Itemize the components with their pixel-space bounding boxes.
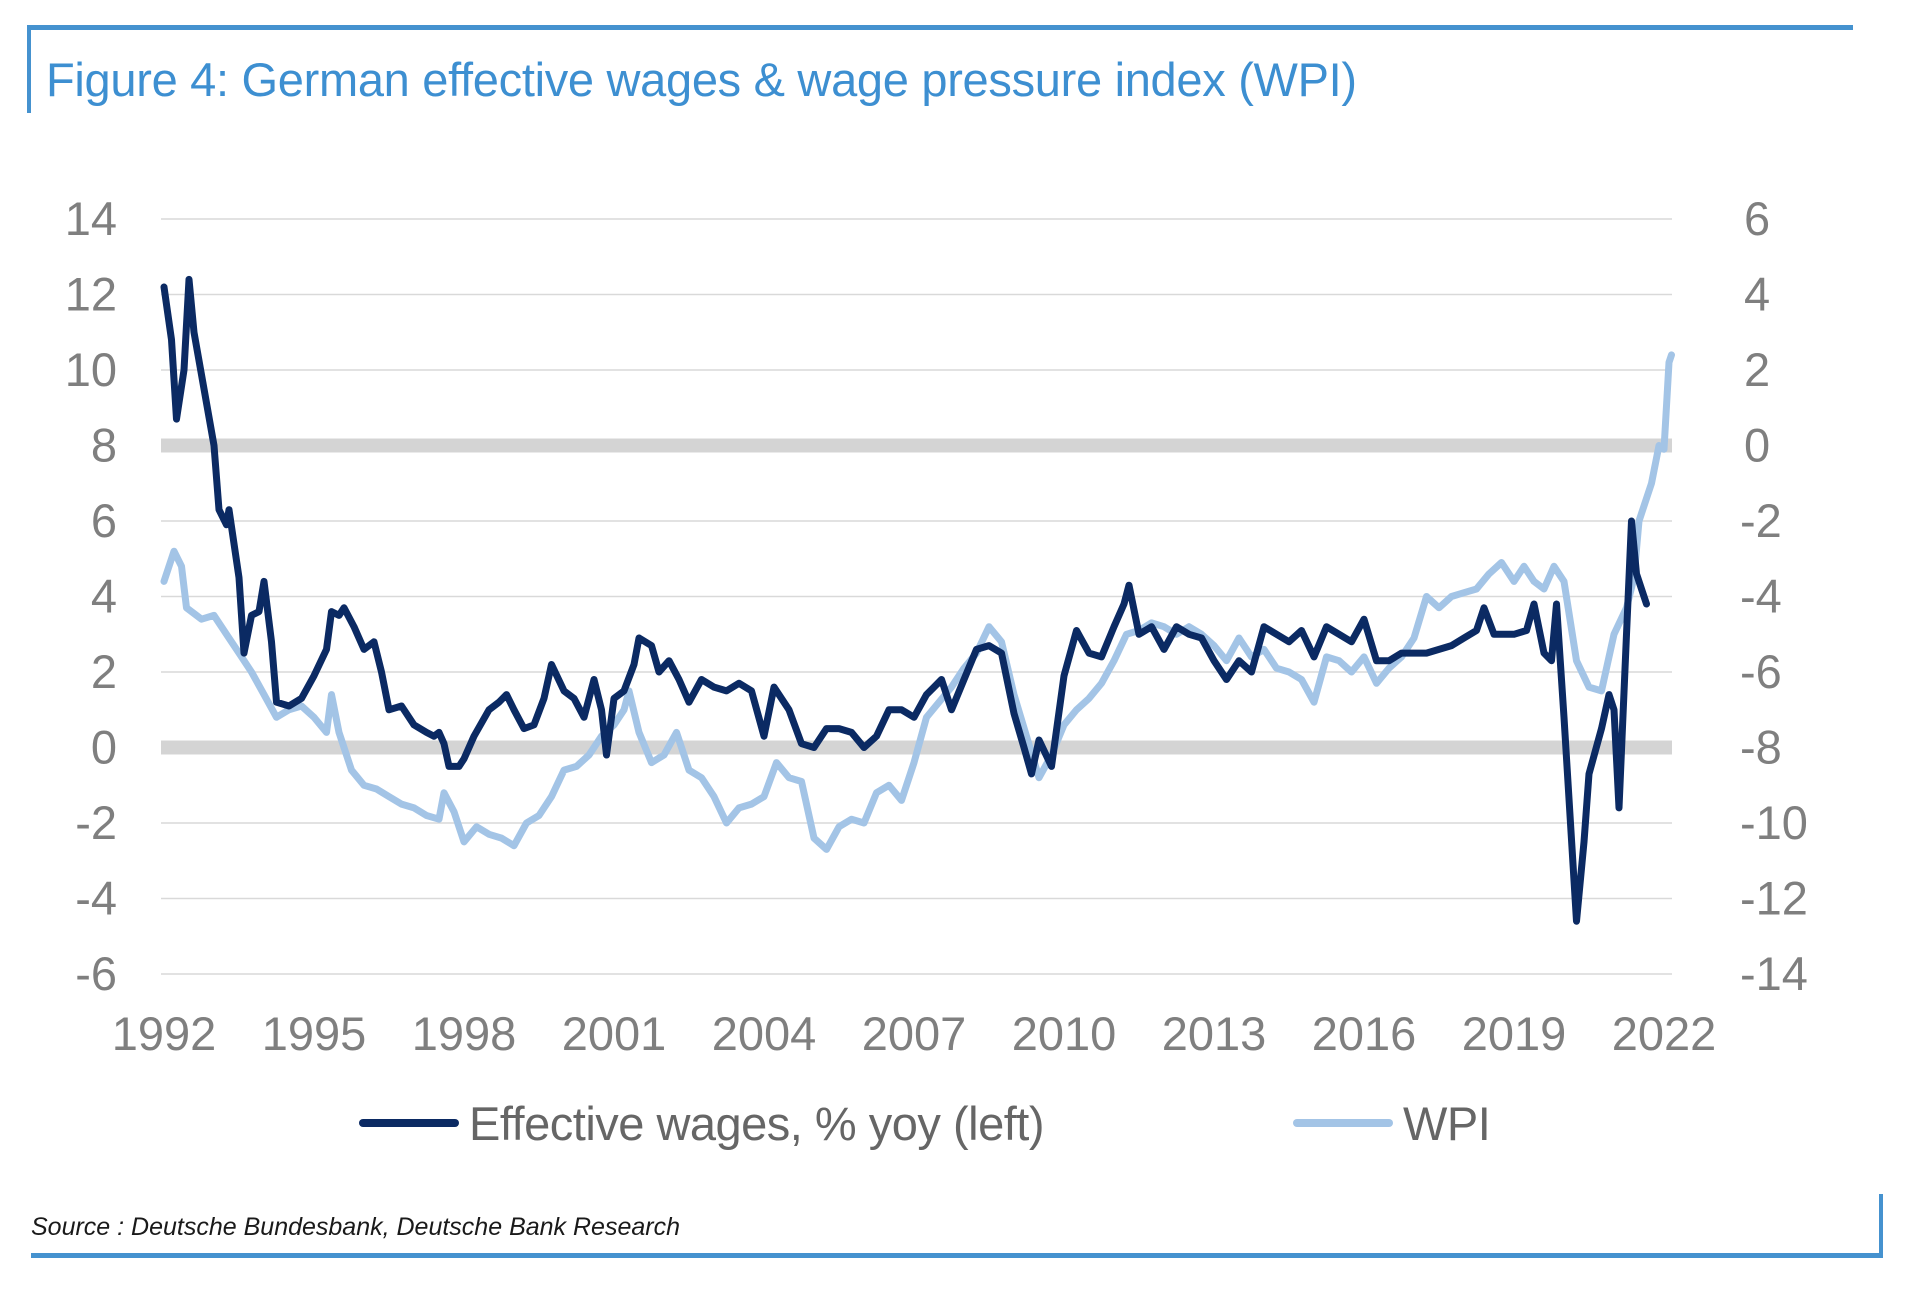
frame-right-border bbox=[1879, 1194, 1883, 1258]
y-axis-right: 6 4 2 0 -2 -4 -6 -8 -10 -12 -14 bbox=[1740, 192, 1808, 1000]
legend-item-effective-wages: Effective wages, % yoy (left) bbox=[359, 1096, 1044, 1150]
y-right-tick-label: 6 bbox=[1744, 192, 1770, 245]
legend-swatch-effective-wages bbox=[359, 1119, 459, 1127]
y-left-tick-label: 6 bbox=[91, 494, 117, 547]
frame-bottom-border bbox=[31, 1253, 1883, 1258]
y-left-tick-label: 0 bbox=[91, 721, 117, 774]
legend-swatch-wpi bbox=[1293, 1119, 1393, 1127]
y-left-tick-label: -4 bbox=[75, 872, 117, 925]
x-tick-label: 1995 bbox=[262, 1007, 367, 1060]
y-right-tick-label: -4 bbox=[1740, 570, 1782, 623]
y-right-tick-label: 2 bbox=[1744, 343, 1770, 396]
x-tick-label: 2022 bbox=[1612, 1007, 1717, 1060]
y-left-tick-label: -6 bbox=[75, 947, 117, 1000]
y-left-tick-label: -2 bbox=[75, 796, 117, 849]
y-right-tick-label: -14 bbox=[1740, 947, 1808, 1000]
gridlines bbox=[161, 218, 1672, 975]
y-right-tick-label: -10 bbox=[1740, 796, 1808, 849]
y-left-tick-label: 14 bbox=[65, 192, 117, 245]
y-right-tick-label: -8 bbox=[1740, 721, 1782, 774]
y-axis-left: 14 12 10 8 6 4 2 0 -2 -4 -6 bbox=[65, 192, 117, 1000]
y-right-tick-label: 4 bbox=[1744, 268, 1770, 321]
series-line-wpi bbox=[160, 351, 1675, 853]
x-tick-label: 2016 bbox=[1312, 1007, 1417, 1060]
y-left-tick-label: 4 bbox=[91, 570, 117, 623]
y-left-tick-label: 2 bbox=[91, 645, 117, 698]
series-lines bbox=[160, 275, 1675, 925]
y-right-tick-label: -12 bbox=[1740, 872, 1808, 925]
legend-label-effective-wages: Effective wages, % yoy (left) bbox=[469, 1096, 1044, 1150]
legend-item-wpi: WPI bbox=[1293, 1096, 1491, 1150]
x-tick-label: 2001 bbox=[562, 1007, 667, 1060]
x-tick-label: 1998 bbox=[412, 1007, 517, 1060]
y-left-tick-label: 8 bbox=[91, 419, 117, 472]
frame-top-border bbox=[27, 25, 1853, 30]
x-tick-label: 1992 bbox=[112, 1007, 217, 1060]
source-note: Source : Deutsche Bundesbank, Deutsche B… bbox=[31, 1213, 680, 1241]
x-tick-label: 2019 bbox=[1462, 1007, 1567, 1060]
frame-left-border bbox=[27, 25, 31, 113]
legend-label-wpi: WPI bbox=[1403, 1096, 1491, 1150]
y-right-tick-label: 0 bbox=[1744, 419, 1770, 472]
x-tick-label: 2007 bbox=[862, 1007, 967, 1060]
figure-title: Figure 4: German effective wages & wage … bbox=[46, 53, 1357, 106]
y-right-tick-label: -6 bbox=[1740, 645, 1782, 698]
y-left-tick-label: 12 bbox=[65, 268, 117, 321]
x-axis: 1992 1995 1998 2001 2004 2007 2010 2013 2016 2019… bbox=[112, 1007, 1717, 1060]
x-tick-label: 2004 bbox=[712, 1007, 817, 1060]
series-line-effective-wages bbox=[160, 275, 1650, 925]
y-right-tick-label: -2 bbox=[1740, 494, 1782, 547]
x-tick-label: 2010 bbox=[1012, 1007, 1117, 1060]
x-tick-label: 2013 bbox=[1162, 1007, 1267, 1060]
y-left-tick-label: 10 bbox=[65, 343, 117, 396]
